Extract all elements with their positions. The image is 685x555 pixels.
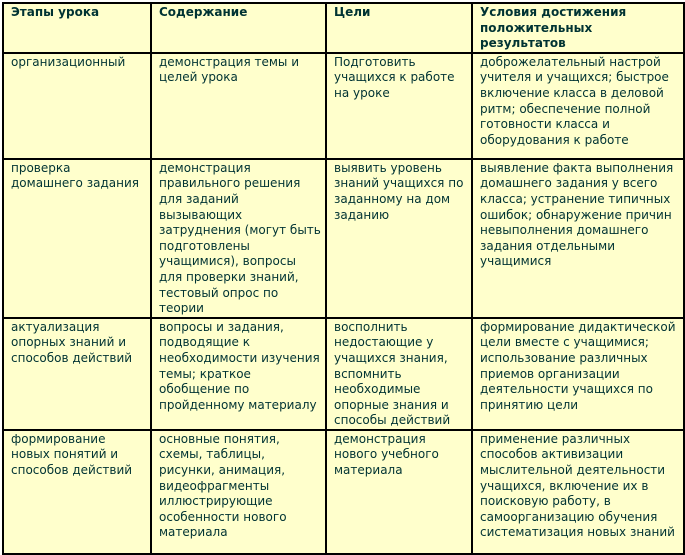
cell-content: демонстрация правильного решения для зад…	[150, 157, 327, 319]
cell-goals: Подготовить учащихся к работе на уроке	[325, 51, 473, 160]
cell-stage: формирование новых понятий и способов де…	[2, 428, 152, 555]
cell-conditions: выявление факта выполнения домашнего зад…	[471, 157, 685, 319]
table-row: актуализация опорных знаний и способов д…	[2, 316, 685, 431]
header-row: Этапы урока Содержание Цели Условия дост…	[2, 2, 685, 54]
cell-stage: организационный	[2, 51, 152, 160]
cell-conditions: формирование дидактической цели вместе с…	[471, 316, 685, 431]
header-content: Содержание	[150, 2, 327, 54]
header-conditions: Условия достижения положительных результ…	[471, 2, 685, 54]
header-stages: Этапы урока	[2, 2, 152, 54]
cell-conditions: применение различных способов активизаци…	[471, 428, 685, 555]
table-row: организационный демонстрация темы и целе…	[2, 51, 685, 160]
table-row: проверка домашнего задания демонстрация …	[2, 157, 685, 319]
cell-goals: демонстрация нового учебного материала	[325, 428, 473, 555]
cell-goals: выявить уровень знаний учащихся по задан…	[325, 157, 473, 319]
table-row: формирование новых понятий и способов де…	[2, 428, 685, 555]
cell-conditions: доброжелательный настрой учителя и учащи…	[471, 51, 685, 160]
cell-stage: актуализация опорных знаний и способов д…	[2, 316, 152, 431]
cell-content: вопросы и задания, подводящие к необходи…	[150, 316, 327, 431]
header-goals: Цели	[325, 2, 473, 54]
cell-goals: восполнить недостающие у учащихся знания…	[325, 316, 473, 431]
cell-content: основные понятия, схемы, таблицы, рисунк…	[150, 428, 327, 555]
cell-content: демонстрация темы и целей урока	[150, 51, 327, 160]
cell-stage: проверка домашнего задания	[2, 157, 152, 319]
